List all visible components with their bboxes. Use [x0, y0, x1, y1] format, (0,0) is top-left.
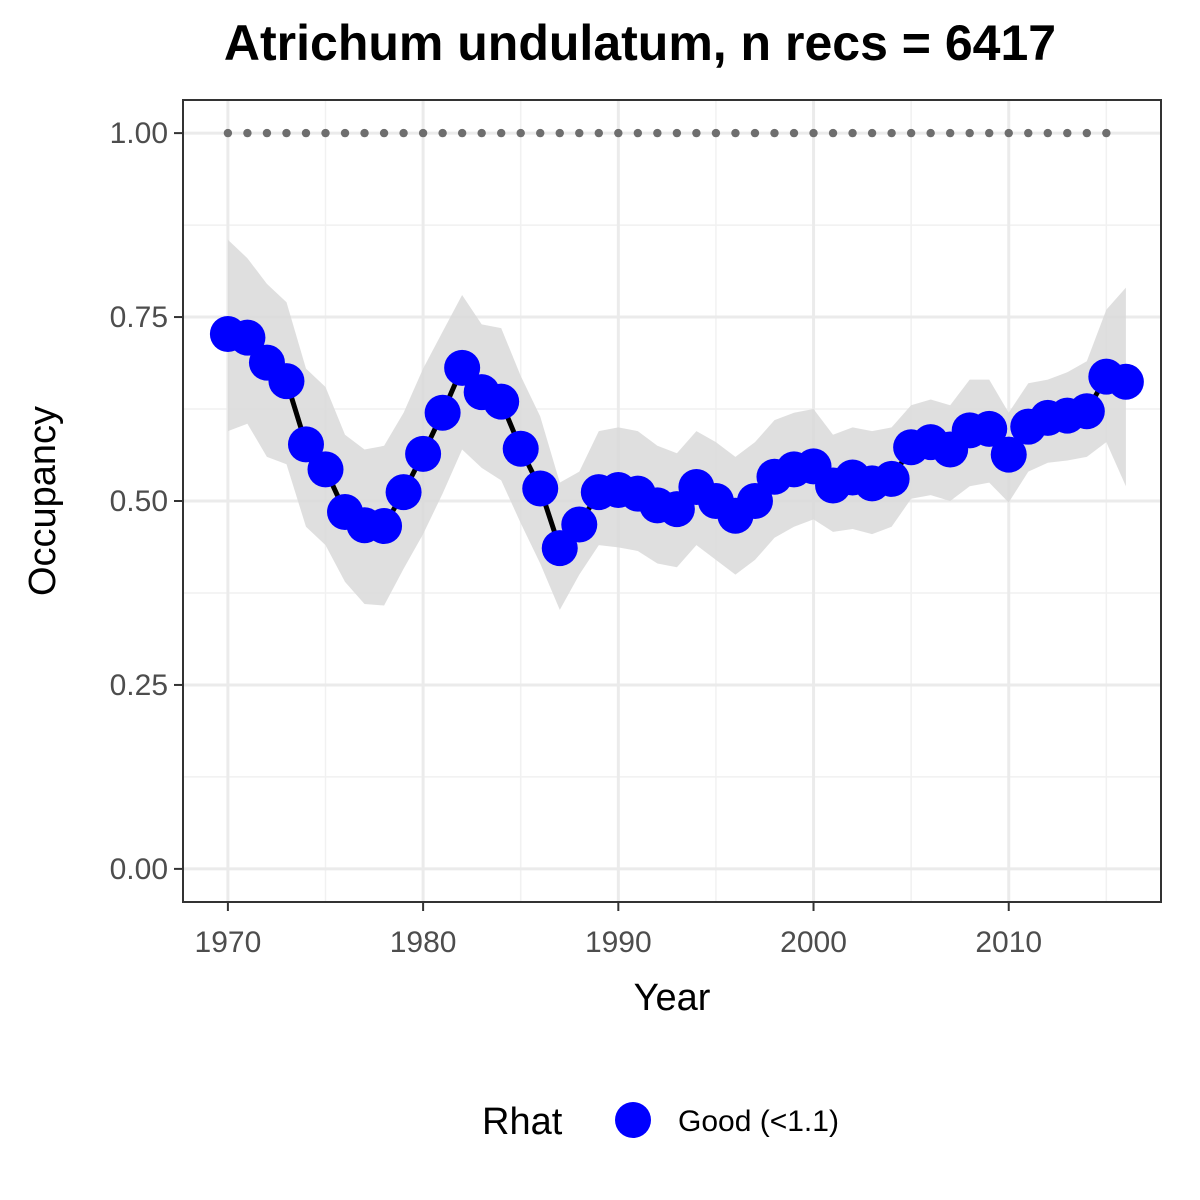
data-points-layer [209, 315, 1144, 567]
legend-title: Rhat [482, 1101, 563, 1143]
y-axis-ticks: 0.00 0.25 0.50 0.75 1.00 [110, 117, 183, 886]
reference-dot [809, 128, 818, 138]
reference-dot [1004, 128, 1013, 138]
reference-dot [828, 128, 838, 138]
reference-dot [614, 128, 623, 138]
reference-dot [575, 128, 584, 138]
reference-dot [789, 128, 799, 138]
reference-dot [262, 128, 272, 138]
legend-label-good: Good (<1.1) [678, 1105, 839, 1138]
y-tick-label: 0.50 [110, 485, 168, 518]
x-tick-label: 1990 [585, 926, 652, 959]
y-tick-label: 1.00 [110, 117, 168, 150]
x-tick-label: 2010 [975, 926, 1042, 959]
data-point [307, 451, 344, 488]
y-tick-label: 0.25 [110, 669, 168, 702]
reference-dot [1063, 128, 1072, 138]
data-point [366, 508, 403, 545]
reference-dot [750, 128, 760, 138]
y-axis-title: Occupancy [22, 406, 64, 596]
reference-dot [340, 128, 350, 138]
data-point [385, 474, 422, 511]
reference-dot [633, 128, 643, 138]
reference-dot [321, 128, 330, 138]
reference-dot [906, 128, 916, 138]
data-point [424, 394, 461, 431]
x-axis-ticks: 1970 1980 1990 2000 2010 [195, 902, 1042, 959]
y-tick-label: 0.75 [110, 301, 168, 334]
chart-title: Atrichum undulatum, n recs = 6417 [223, 15, 1057, 71]
reference-dot [301, 128, 311, 138]
x-tick-label: 2000 [780, 926, 847, 959]
reference-dot [1024, 128, 1033, 138]
confidence-ribbon-layer [227, 239, 1126, 610]
data-point [229, 319, 266, 356]
x-tick-label: 1970 [195, 926, 262, 959]
reference-dot [965, 128, 974, 138]
reference-dot [926, 128, 935, 138]
reference-dot [536, 128, 545, 138]
data-point [736, 483, 773, 519]
data-point [444, 349, 481, 386]
reference-dot [282, 128, 291, 138]
x-tick-label: 1980 [390, 926, 457, 959]
reference-dots-layer [223, 128, 1111, 138]
data-point [483, 383, 520, 420]
data-point [405, 435, 442, 472]
reference-dot [555, 128, 564, 138]
legend: Rhat Good (<1.1) [482, 1101, 839, 1143]
reference-dot [223, 128, 233, 138]
data-point [268, 363, 305, 400]
reference-dot [945, 128, 955, 138]
reference-dot [399, 128, 408, 138]
reference-dot [711, 128, 721, 138]
y-tick-label: 0.00 [110, 853, 168, 886]
data-point [287, 426, 324, 463]
reference-dot [418, 128, 428, 138]
data-point [873, 460, 910, 497]
reference-dot [496, 128, 506, 138]
reference-dot [360, 128, 369, 138]
data-point [971, 410, 1008, 447]
legend-key-good [615, 1102, 651, 1138]
reference-dot [594, 128, 603, 138]
reference-dot [985, 128, 994, 138]
reference-dot [477, 128, 486, 138]
reference-dot [379, 128, 389, 138]
data-point [1107, 363, 1144, 400]
reference-dot [848, 128, 857, 138]
data-point [522, 470, 559, 507]
reference-dot [1043, 128, 1052, 138]
confidence-ribbon [227, 239, 1126, 610]
reference-dot [770, 128, 779, 138]
reference-dot [731, 128, 740, 138]
reference-dot [516, 128, 525, 138]
x-axis-title: Year [634, 977, 711, 1019]
reference-dot [1102, 128, 1111, 138]
data-point [502, 430, 539, 467]
reference-dot [457, 128, 467, 138]
reference-dot [867, 128, 877, 138]
reference-dot [438, 128, 447, 138]
reference-dot [887, 128, 896, 138]
reference-dot [1082, 128, 1092, 138]
data-point [561, 506, 598, 543]
data-point [1068, 393, 1105, 430]
reference-dot [653, 128, 662, 138]
reference-dot [243, 128, 252, 138]
reference-dot [672, 128, 682, 138]
data-point [990, 436, 1027, 473]
reference-dot [692, 128, 701, 138]
